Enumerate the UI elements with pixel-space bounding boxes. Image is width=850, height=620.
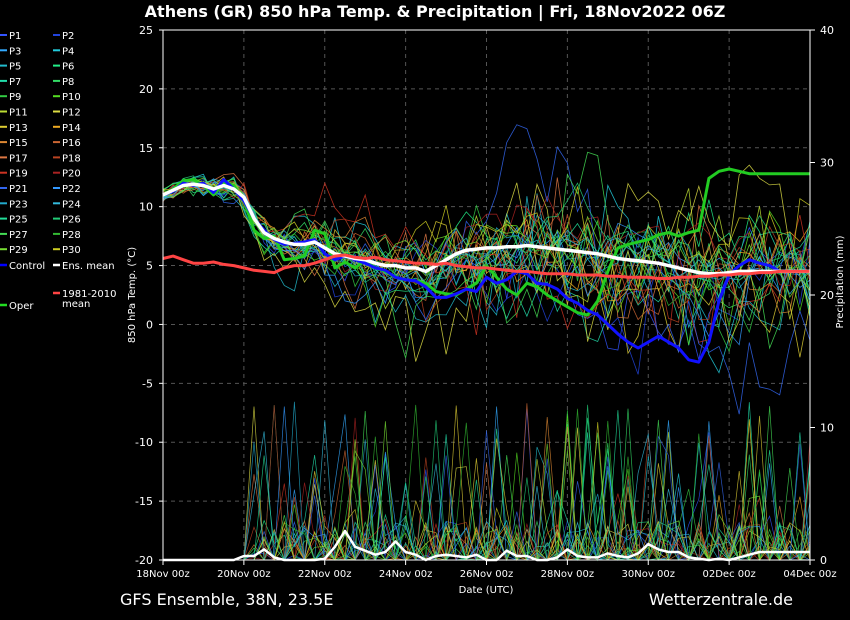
y-left-tick-label: 15	[139, 142, 153, 155]
ens-mean-line	[162, 182, 810, 276]
member-precip-p21	[163, 430, 811, 562]
legend-label-p19: P19	[9, 169, 28, 180]
legend-label-p9: P9	[9, 92, 21, 103]
legend-label-oper: Oper	[9, 301, 34, 312]
legend-label-p22: P22	[62, 184, 81, 195]
footer-source: Wetterzentrale.de	[649, 590, 793, 609]
y-axis-label-right: Precipitation (mm)	[835, 235, 846, 328]
y-left-tick-label: -20	[135, 554, 153, 567]
x-tick-label: 22Nov 00z	[298, 569, 351, 580]
legend: P1 P3 P5 P7 P9 P11 P13 P15 P17 P19 P21 P23 P25 P27 P29…	[0, 31, 117, 312]
legend-label-p18: P18	[62, 153, 81, 164]
y-right-tick-label: 0	[820, 554, 827, 567]
legend-label-p28: P28	[62, 230, 81, 241]
legend-label-p8: P8	[62, 77, 74, 88]
legend-label-p27: P27	[9, 230, 28, 241]
legend-label-p21: P21	[9, 184, 28, 195]
legend-label-p5: P5	[9, 62, 21, 73]
legend-label-p3: P3	[9, 46, 21, 57]
member-line-p14	[162, 183, 811, 302]
member-line-p7	[162, 176, 811, 343]
y-right-tick-label: 30	[820, 157, 834, 170]
member-line-p23	[162, 180, 811, 303]
legend-label-ens-mean: Ens. mean	[62, 261, 115, 272]
legend-label-control: Control	[9, 261, 45, 272]
x-tick-label: 04Dec 00z	[783, 569, 836, 580]
member-line-p28	[162, 186, 811, 307]
legend-label-p6: P6	[62, 62, 74, 73]
main-series	[162, 167, 810, 562]
legend-label-p17: P17	[9, 153, 28, 164]
y-left-tick-label: 0	[146, 318, 153, 331]
y-left-tick-label: 5	[146, 260, 153, 273]
y-right-tick-label: 10	[820, 422, 834, 435]
x-tick-label: 28Nov 00z	[541, 569, 594, 580]
1981-2010-mean-line	[162, 253, 810, 280]
y-axis-label-left: 850 hPa Temp. (°C)	[127, 247, 138, 343]
y-left-tick-label: -15	[135, 495, 153, 508]
legend-label-p12: P12	[62, 108, 81, 119]
footer-model: GFS Ensemble, 38N, 23.5E	[120, 590, 333, 609]
member-line-p26	[162, 175, 811, 300]
member-line-p29	[162, 177, 811, 298]
legend-label-p1: P1	[9, 31, 21, 42]
legend-label-p23: P23	[9, 199, 28, 210]
member-line-p2	[162, 178, 811, 375]
legend-label-p2: P2	[62, 31, 74, 42]
legend-label-p20: P20	[62, 169, 81, 180]
y-left-tick-label: -10	[135, 436, 153, 449]
legend-label-p30: P30	[62, 245, 81, 256]
y-left-tick-label: 20	[139, 83, 153, 96]
x-axis-label: Date (UTC)	[459, 585, 514, 596]
y-left-tick-label: 10	[139, 201, 153, 214]
legend-label-p4: P4	[62, 46, 74, 57]
member-line-p21	[162, 124, 811, 415]
legend-label-p16: P16	[62, 138, 81, 149]
member-line-p15	[162, 181, 811, 314]
legend-label-p29: P29	[9, 245, 28, 256]
legend-label-p26: P26	[62, 215, 81, 226]
member-line-p30	[162, 179, 811, 292]
x-tick-label: 24Nov 00z	[379, 569, 432, 580]
y-right-tick-label: 20	[820, 289, 834, 302]
x-tick-label: 18Nov 00z	[136, 569, 189, 580]
x-tick-label: 02Dec 00z	[703, 569, 756, 580]
y-left-tick-label: 25	[139, 24, 153, 37]
legend-label-p14: P14	[62, 123, 81, 134]
y-right-tick-label: 40	[820, 24, 834, 37]
legend-label-p24: P24	[62, 199, 81, 210]
legend-label-p10: P10	[62, 92, 81, 103]
x-tick-label: 30Nov 00z	[622, 569, 675, 580]
legend-label-p11: P11	[9, 108, 28, 119]
y-left-tick-label: -5	[142, 377, 153, 390]
axes: 18Nov 00z 20Nov 00z 22Nov 00z 24Nov 00z 26No…	[135, 24, 837, 580]
x-tick-label: 20Nov 00z	[217, 569, 270, 580]
legend-label-p15: P15	[9, 138, 28, 149]
x-tick-label: 26Nov 00z	[460, 569, 513, 580]
chart-title: Athens (GR) 850 hPa Temp. & Precipitatio…	[145, 2, 726, 22]
legend-label-p13: P13	[9, 123, 28, 134]
legend-label-p7: P7	[9, 77, 21, 88]
legend-label-1981-2010-mean: 1981-2010 mean	[62, 289, 117, 310]
legend-label-p25: P25	[9, 215, 28, 226]
